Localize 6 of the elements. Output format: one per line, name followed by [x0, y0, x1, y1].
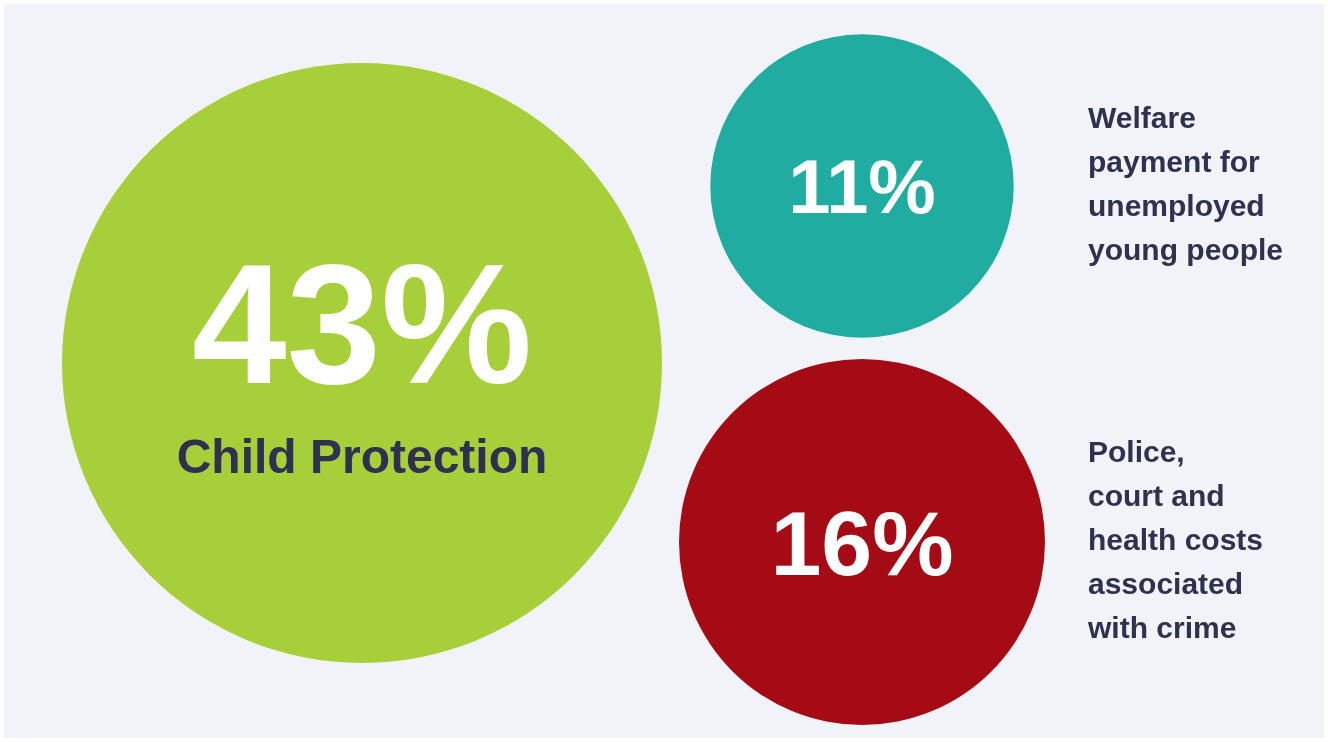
data-label: 11% — [788, 144, 936, 230]
category-label: Police, court and health costs associated with crime — [1087, 435, 1264, 644]
category-label: Welfare payment for unemployed young people — [1088, 101, 1283, 266]
category-label: Child Protection — [176, 430, 548, 483]
data-label: 16% — [770, 491, 954, 594]
data-label: 43% — [191, 229, 533, 419]
